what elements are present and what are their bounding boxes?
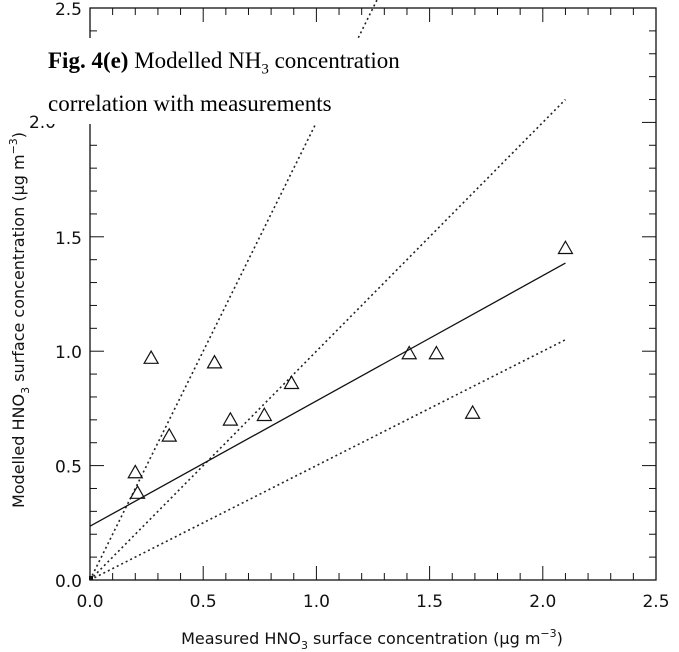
reference-line: [89, 98, 567, 581]
y-tick-label: 1.5: [55, 229, 82, 249]
y-tick-label: 2.5: [55, 0, 82, 20]
data-point: [557, 240, 574, 255]
data-point: [143, 349, 160, 364]
figure-caption: Fig. 4(e) Modelled NH3 concentration cor…: [44, 38, 464, 124]
y-tick-label: 1.0: [55, 343, 82, 363]
data-point: [206, 354, 223, 369]
x-tick-label: 1.0: [303, 592, 330, 612]
caption-line-1: Fig. 4(e) Modelled NH3 concentration: [48, 44, 464, 87]
x-tick-label: 2.0: [529, 592, 556, 612]
data-points: [89, 240, 574, 580]
data-point: [464, 404, 481, 419]
caption-figure-number: Fig. 4(e): [48, 48, 129, 73]
tick-labels: 0.0 0.5 1.0 1.5 2.0 2.5 0.0 0.5 1.0 1.5 2.5: [55, 0, 670, 612]
y-axis-title: Modelled HNO3 surface concentration (μg …: [7, 132, 32, 508]
x-axis-title: Measured HNO3 surface concentration (μg …: [181, 627, 563, 652]
x-tick-label: 2.5: [642, 592, 669, 612]
reference-line: [89, 0, 378, 581]
data-point: [401, 345, 418, 360]
data-point: [222, 411, 239, 426]
data-point: [127, 464, 144, 479]
x-tick-label: 0.0: [76, 592, 103, 612]
data-point: [283, 375, 300, 390]
caption-subscript: 3: [261, 61, 269, 78]
plot-border: [89, 7, 657, 581]
y-tick-label: 0.0: [55, 572, 82, 592]
x-tick-label: 1.5: [416, 592, 443, 612]
caption-line-2: correlation with measurements: [48, 90, 332, 116]
y-tick-label: 0.5: [55, 458, 82, 478]
x-tick-label: 0.5: [190, 592, 217, 612]
data-point: [256, 407, 273, 422]
data-point: [129, 484, 146, 499]
caption-text-a: Modelled NH: [134, 48, 262, 73]
reference-line: [89, 339, 566, 581]
regression-line: [89, 262, 566, 527]
origin-marker: [89, 576, 93, 580]
data-point: [161, 427, 178, 442]
caption-text-b: concentration: [274, 48, 400, 73]
reference-lines: [89, 0, 567, 581]
plot-frame: [89, 7, 657, 581]
data-point: [428, 345, 445, 360]
